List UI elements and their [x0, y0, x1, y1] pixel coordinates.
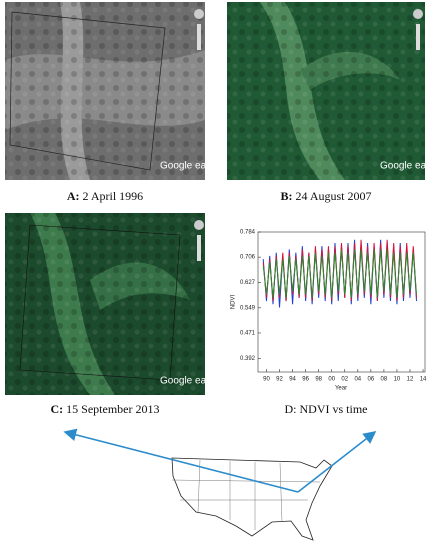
caption-text: 15 September 2013 — [66, 402, 159, 416]
x-tick-label: 92 — [276, 377, 283, 383]
caption-text: 24 August 2007 — [295, 189, 371, 203]
logo: Google earth — [380, 161, 437, 172]
x-tick-label: 10 — [394, 377, 401, 383]
y-tick-label: 0.784 — [240, 230, 256, 236]
satellite-image-a: Google earth — [5, 2, 218, 180]
x-tick-label: 14 — [420, 377, 427, 383]
x-tick-label: 02 — [341, 377, 348, 383]
x-tick-label: 00 — [328, 377, 335, 383]
caption: B: 24 August 2007 — [280, 189, 371, 203]
logo: Google earth — [160, 161, 218, 172]
logo: Google earth — [160, 376, 218, 387]
caption: A: 2 April 1996 — [67, 189, 143, 203]
chart: NDVI Year 0.392 0.471 0.549 0.627 0.706 0.784… — [231, 230, 427, 392]
caption: C: 15 September 2013 — [51, 402, 160, 416]
x-tick-label: 90 — [263, 377, 270, 383]
x-tick-label: 06 — [368, 377, 375, 383]
x-tick-label: 08 — [381, 377, 388, 383]
y-tick-label: 0.549 — [240, 305, 256, 311]
y-tick-label: 0.392 — [240, 356, 256, 362]
x-tick-label: 94 — [289, 377, 296, 383]
y-tick-label: 0.627 — [240, 280, 256, 286]
caption-text: 2 April 1996 — [83, 189, 144, 203]
x-axis-label: Year — [335, 386, 347, 392]
y-axis-label: NDVI — [231, 295, 237, 310]
panel-letter: A: — [67, 189, 80, 203]
panel-letter: B: — [280, 189, 292, 203]
y-tick-label: 0.706 — [240, 255, 256, 261]
caption: D: NDVI vs time — [285, 402, 368, 416]
x-tick-label: 12 — [407, 377, 414, 383]
y-tick-label: 0.471 — [240, 331, 256, 337]
series-line — [262, 249, 418, 298]
satellite-image-b: Google earth — [227, 2, 437, 180]
panel-letter: C: — [51, 402, 64, 416]
satellite-image-c: Google earth — [5, 213, 218, 395]
arrow — [63, 428, 299, 493]
arrow — [297, 431, 377, 493]
x-tick-label: 96 — [302, 377, 309, 383]
us-map — [63, 428, 377, 541]
x-tick-label: 98 — [315, 377, 322, 383]
x-tick-label: 04 — [354, 377, 361, 383]
